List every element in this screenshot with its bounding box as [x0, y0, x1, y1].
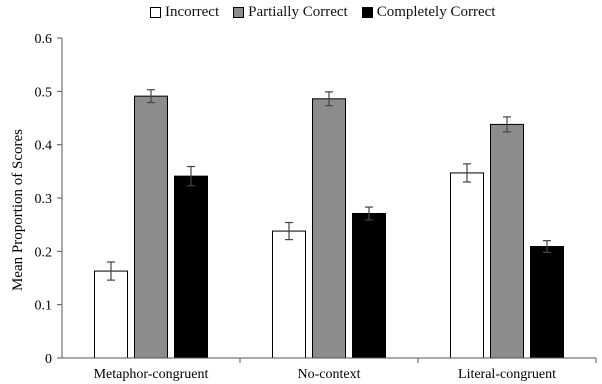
y-axis-title: Mean Proportion of Scores	[10, 129, 26, 291]
y-axis: 0 0.1 0.2 0.3 0.4 0.5 0.6	[35, 32, 63, 367]
bar-incorrect	[272, 230, 306, 359]
y-tick-label: 0.6	[35, 32, 53, 47]
legend: Incorrect Partially Correct Completely C…	[150, 4, 495, 21]
x-tick-label: No-context	[298, 367, 361, 382]
y-tick-label: 0	[45, 352, 52, 367]
legend-item-incorrect: Incorrect	[150, 4, 219, 21]
y-tick-label: 0.2	[35, 245, 53, 260]
bar-partially-correct	[134, 95, 168, 359]
bar-incorrect	[450, 172, 484, 359]
legend-swatch-partially-correct	[233, 7, 245, 18]
bar-completely-correct	[530, 246, 564, 359]
legend-item-partially-correct: Partially Correct	[233, 4, 348, 21]
x-tick-label: Metaphor-congruent	[94, 367, 209, 382]
y-tick-label: 0.3	[35, 192, 53, 207]
legend-swatch-completely-correct	[361, 7, 373, 18]
x-tick-label: Literal-congruent	[458, 367, 556, 382]
bar-incorrect	[94, 270, 128, 359]
legend-item-completely-correct: Completely Correct	[361, 4, 496, 21]
y-tick-label: 0.4	[35, 139, 53, 154]
bar-completely-correct	[174, 175, 208, 359]
bar-completely-correct	[352, 212, 386, 359]
legend-label-incorrect: Incorrect	[165, 4, 220, 20]
x-axis: Metaphor-congruent No-context Literal-cong…	[62, 357, 597, 382]
legend-swatch-incorrect	[150, 7, 161, 18]
y-tick-label: 0.1	[35, 299, 53, 314]
legend-label-completely-correct: Completely Correct	[376, 4, 496, 20]
y-tick-label: 0.5	[35, 85, 53, 100]
bars	[94, 89, 564, 359]
bar-partially-correct	[490, 123, 524, 359]
bar-partially-correct	[312, 98, 346, 359]
legend-label-partially-correct: Partially Correct	[248, 4, 348, 20]
